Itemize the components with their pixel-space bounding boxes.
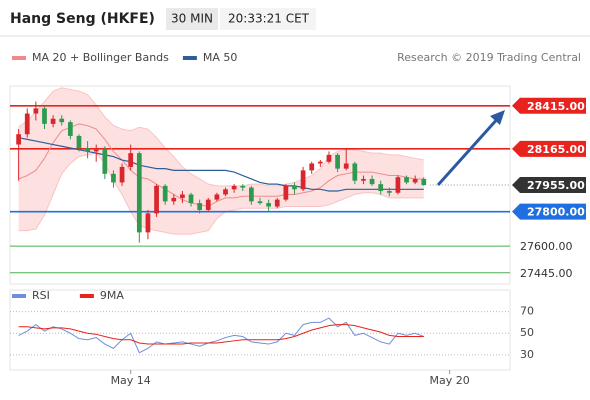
candle-body [128, 153, 134, 167]
forecast-arrow [436, 114, 502, 187]
legend-swatch [182, 56, 197, 60]
timeframe: 30 MIN [171, 12, 213, 26]
candle-body [102, 149, 108, 174]
candle-body [67, 122, 73, 136]
legend-swatch [12, 294, 26, 298]
candle-body [33, 108, 39, 114]
candle-body [343, 163, 349, 169]
candle-body [352, 163, 358, 181]
level-label-box [512, 97, 586, 114]
candle-body [16, 134, 21, 145]
bollinger-band [18, 87, 424, 235]
candle-body [249, 187, 254, 202]
band-edge [18, 152, 424, 235]
candle-body [240, 185, 246, 188]
candle-body [136, 153, 142, 233]
x-tick-label: May 14 [111, 374, 151, 387]
legend-label: RSI [32, 289, 50, 302]
level-label: 28415.00 [527, 100, 585, 113]
candle-body [326, 154, 332, 162]
candle-body [257, 201, 263, 204]
candle-body [180, 194, 185, 198]
candle-body [93, 149, 99, 152]
candle-body [421, 178, 427, 185]
level-label-box [512, 177, 586, 193]
candle-body [42, 108, 47, 124]
candle-body [335, 154, 340, 169]
y-tick-label: 30 [520, 348, 534, 361]
candle-body [145, 213, 151, 233]
time: 20:33:21 CET [228, 12, 310, 26]
candle-body [76, 135, 82, 148]
indicator-line [18, 324, 424, 345]
indicator-line [18, 317, 424, 354]
candle-body [231, 185, 237, 190]
chart-title: Hang Seng (HKFE) [10, 11, 155, 27]
candle-body [283, 185, 289, 200]
legend-swatch [79, 294, 94, 298]
candle-body [50, 118, 56, 124]
candle-body [119, 166, 125, 183]
candle-body [369, 178, 375, 185]
time-box [220, 8, 316, 30]
x-tick-label: May 20 [430, 374, 470, 387]
level-label-box [512, 203, 586, 220]
level-label: 27800.00 [527, 206, 585, 219]
candle-body [274, 199, 280, 207]
candle-body [378, 184, 384, 192]
timeframe-box [166, 8, 218, 30]
legend-swatch [12, 56, 26, 60]
candle-body [205, 199, 211, 210]
candle-body [24, 113, 30, 135]
indicator-pane [9, 289, 511, 371]
candle-body [85, 147, 90, 152]
candle-body [171, 197, 177, 202]
level-label: 27955.00 [527, 179, 585, 192]
candle-body [154, 185, 159, 214]
source: Research © 2019 Trading Central [397, 51, 581, 64]
level-label-box [512, 140, 586, 157]
candle-body [266, 203, 271, 207]
y-tick-label: 70 [520, 305, 534, 318]
candle-body [386, 191, 392, 193]
price-pane [9, 85, 511, 285]
candle-body [292, 185, 297, 190]
candle-body [317, 161, 323, 164]
legend-label: 9MA [100, 289, 124, 302]
legend-label: MA 50 [203, 51, 238, 64]
candle-body [59, 118, 65, 123]
candle-body [214, 194, 220, 200]
arrow-head [490, 110, 505, 125]
candle-body [361, 178, 366, 181]
candle-body [223, 189, 228, 195]
candle-body [309, 163, 315, 171]
level-label: 27600.00 [520, 240, 573, 253]
candle-body [188, 194, 194, 204]
candle-body [197, 203, 203, 210]
candle-body [300, 170, 306, 190]
y-tick-label: 50 [520, 326, 534, 339]
candle-body [162, 185, 168, 202]
candle-body [111, 173, 116, 183]
level-label: 27445.00 [520, 267, 573, 280]
candle-body [412, 178, 418, 183]
level-label: 28165.00 [527, 143, 585, 156]
legend-label: MA 20 + Bollinger Bands [32, 51, 169, 64]
candle-body [395, 177, 401, 193]
band-edge [18, 87, 424, 187]
candle-body [404, 177, 409, 183]
